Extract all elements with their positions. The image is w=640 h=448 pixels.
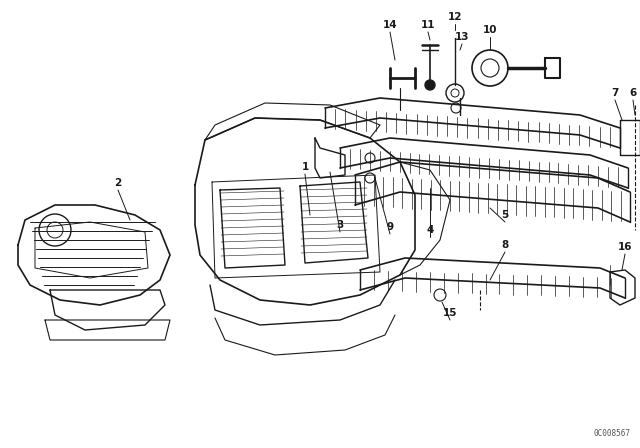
Text: 6: 6 bbox=[629, 88, 637, 98]
Text: 16: 16 bbox=[618, 242, 632, 252]
Text: 8: 8 bbox=[501, 240, 509, 250]
Text: 4: 4 bbox=[426, 225, 434, 235]
Text: 12: 12 bbox=[448, 12, 462, 22]
Text: 2: 2 bbox=[115, 178, 122, 188]
Text: 3: 3 bbox=[337, 220, 344, 230]
Text: 0C008567: 0C008567 bbox=[593, 429, 630, 438]
Text: 10: 10 bbox=[483, 25, 497, 35]
Text: 14: 14 bbox=[383, 20, 397, 30]
Text: 7: 7 bbox=[611, 88, 619, 98]
Text: 11: 11 bbox=[420, 20, 435, 30]
Circle shape bbox=[425, 80, 435, 90]
Text: 5: 5 bbox=[501, 210, 509, 220]
Text: 9: 9 bbox=[387, 222, 394, 232]
Text: 13: 13 bbox=[455, 32, 469, 42]
Text: 1: 1 bbox=[301, 162, 308, 172]
Text: 15: 15 bbox=[443, 308, 457, 318]
